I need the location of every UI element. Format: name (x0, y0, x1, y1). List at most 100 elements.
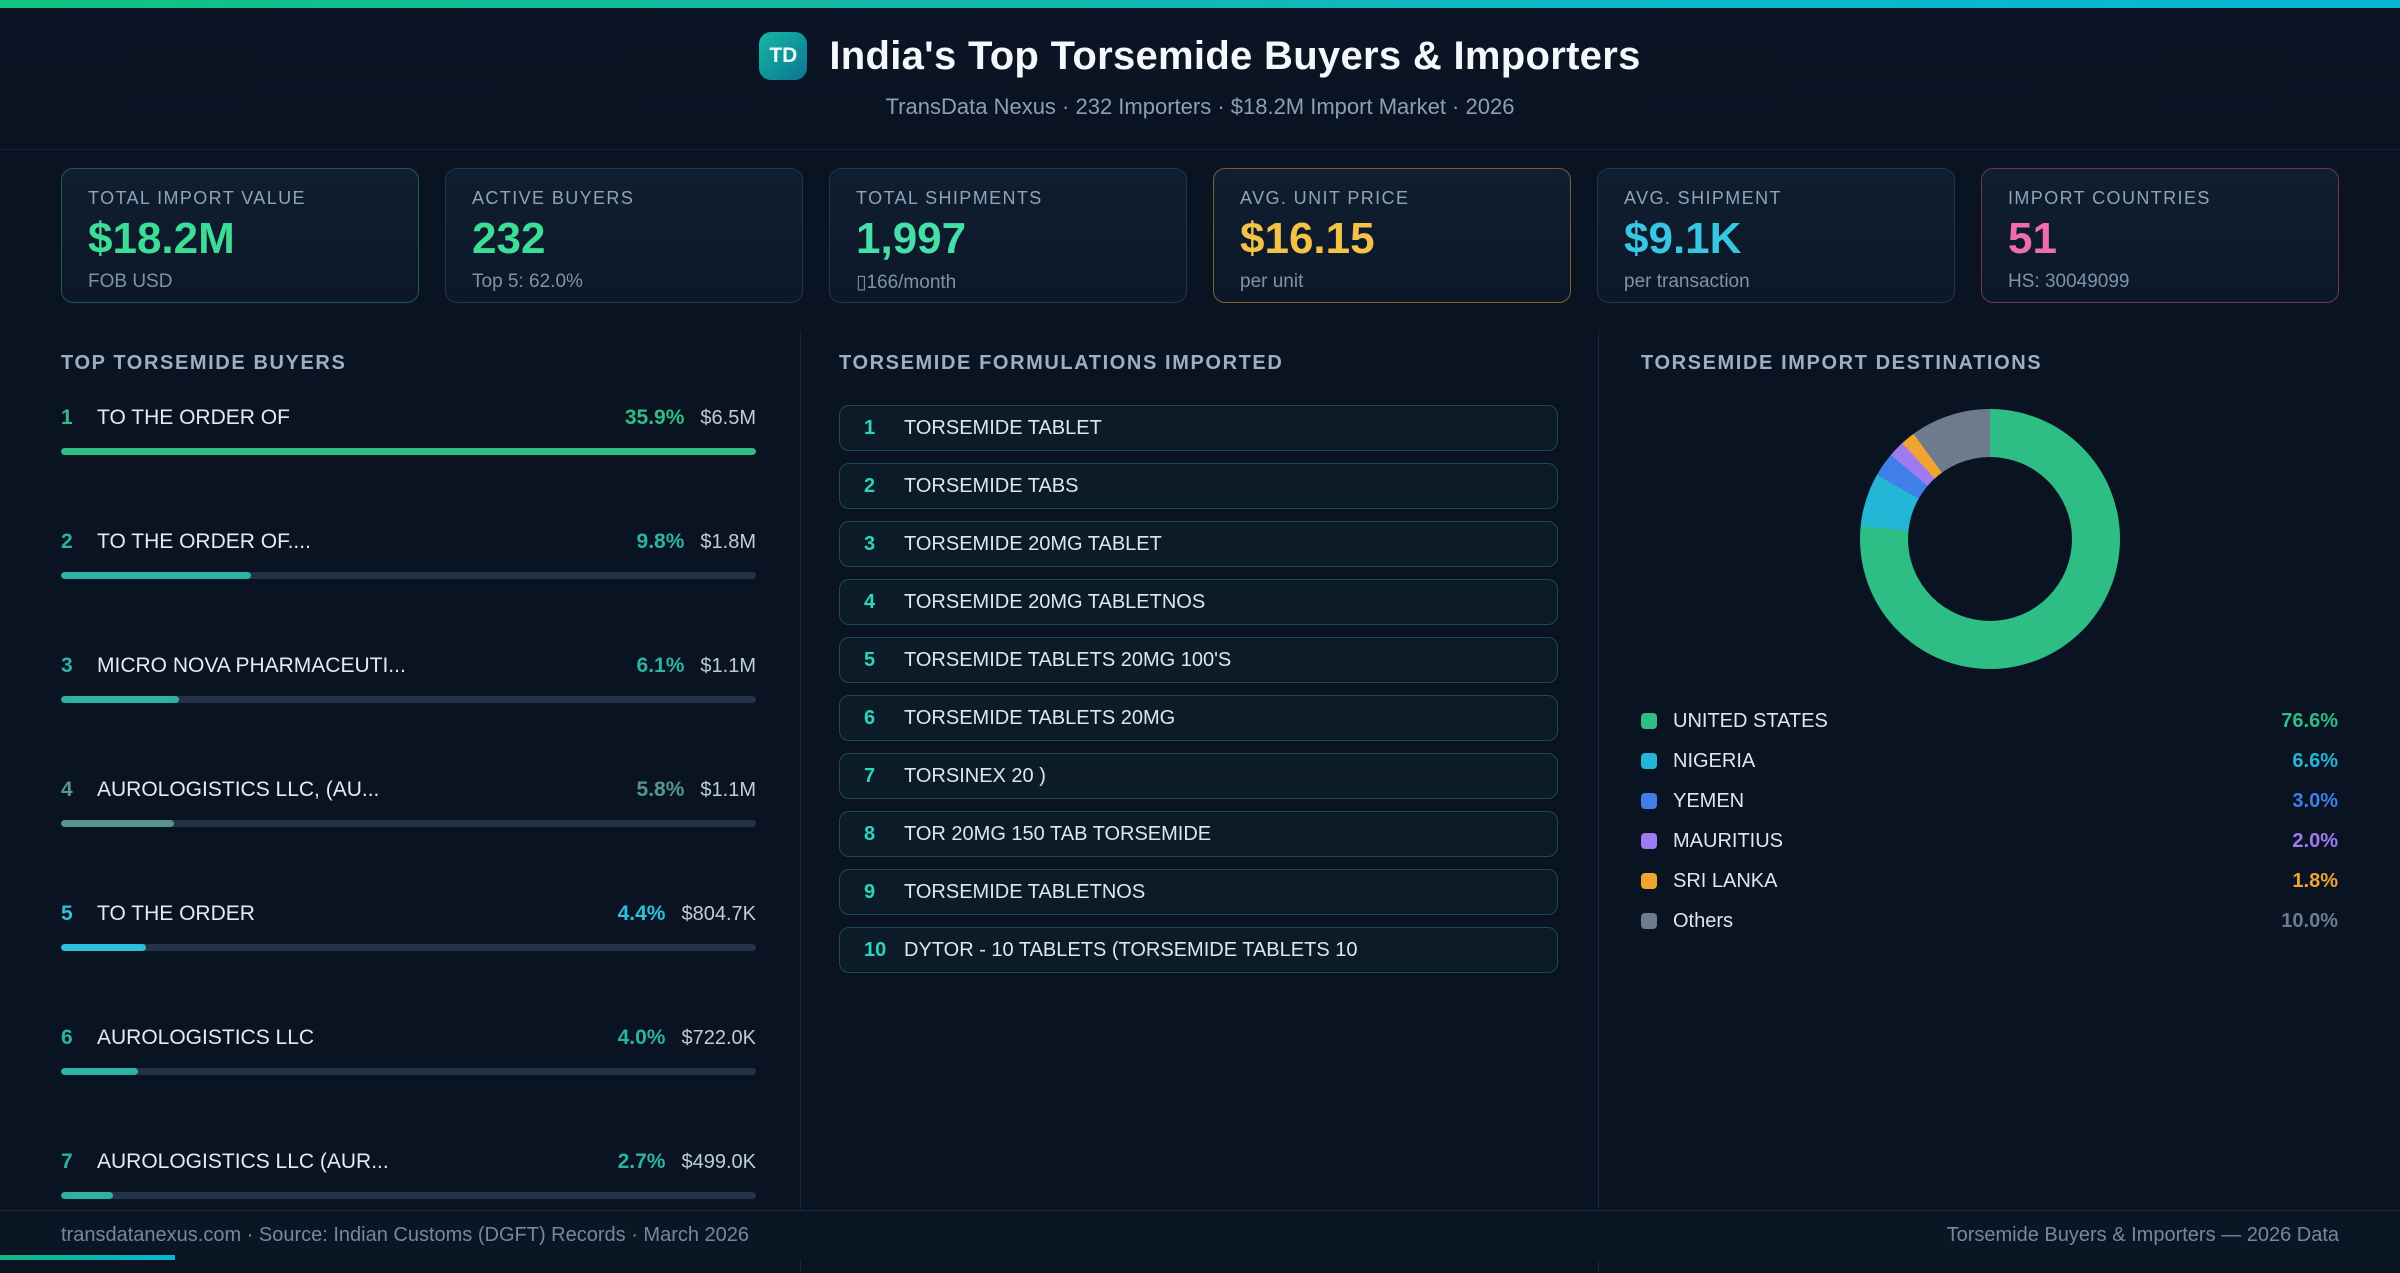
header-title-row: TD India's Top Torsemide Buyers & Import… (0, 8, 2400, 80)
buyer-bar-track (61, 944, 756, 951)
buyer-line: 1 TO THE ORDER OF 35.9% $6.5M (61, 405, 756, 431)
formulation-item: 9 TORSEMIDE TABLETNOS (839, 869, 1558, 915)
buyer-line: 4 AUROLOGISTICS LLC, (AU... 5.8% $1.1M (61, 777, 756, 803)
footer-report-text: Torsemide Buyers & Importers — 2026 Data (1946, 1224, 2339, 1246)
buyer-name: AUROLOGISTICS LLC, (AU... (97, 778, 380, 801)
formulation-item: 8 TOR 20MG 150 TAB TORSEMIDE (839, 811, 1558, 857)
legend-swatch (1641, 833, 1657, 849)
legend-swatch (1641, 753, 1657, 769)
buyer-rank: 1 (61, 406, 73, 429)
buyer-bar-track (61, 1192, 756, 1199)
buyer-bar-track (61, 572, 756, 579)
formulation-rank: 2 (864, 474, 876, 497)
formulation-name: TORSEMIDE TABLETS 20MG (904, 706, 1176, 729)
buyer-share-pct: 2.7% (617, 1150, 666, 1173)
formulation-item: 3 TORSEMIDE 20MG TABLET (839, 521, 1558, 567)
stat-sub: ▯166/month (856, 272, 957, 293)
formulation-rank: 4 (864, 590, 876, 613)
buyer-bar-fill (61, 1192, 114, 1199)
formulation-rank: 7 (864, 764, 876, 787)
buyer-share-pct: 35.9% (624, 406, 685, 429)
buyer-name: AUROLOGISTICS LLC (97, 1026, 315, 1049)
legend-row: Others 10.0% (1641, 901, 2338, 941)
footer-source-text: transdatanexus.com · Source: Indian Cust… (61, 1224, 750, 1246)
formulation-rank: 5 (864, 648, 876, 671)
stat-sub: FOB USD (88, 271, 173, 292)
legend-pct: 6.6% (2292, 749, 2338, 772)
donut-chart-wrap (1859, 409, 2120, 669)
stat-sub: per unit (1240, 271, 1304, 292)
buyer-name: TO THE ORDER OF (97, 406, 290, 429)
legend-swatch (1641, 913, 1657, 929)
formulation-rank: 3 (864, 532, 876, 555)
formulation-rank: 9 (864, 880, 876, 903)
legend-row: MAURITIUS 2.0% (1641, 821, 2338, 861)
legend-pct: 10.0% (2281, 909, 2338, 932)
buyer-value: $722.0K (681, 1027, 756, 1049)
formulation-name: DYTOR - 10 TABLETS (TORSEMIDE TABLETS 10 (904, 938, 1358, 961)
buyer-line: 2 TO THE ORDER OF.... 9.8% $1.8M (61, 529, 756, 555)
buyer-bar-fill (61, 820, 174, 827)
legend-pct: 76.6% (2281, 709, 2338, 732)
buyer-bar-fill (61, 696, 180, 703)
legend-row: UNITED STATES 76.6% (1641, 701, 2338, 741)
stat-label: TOTAL IMPORT VALUE (88, 188, 306, 208)
legend-pct: 3.0% (2292, 789, 2338, 812)
buyer-value: $804.7K (681, 903, 756, 925)
formulation-rank: 8 (864, 822, 876, 845)
legend-pct: 1.8% (2292, 869, 2338, 892)
buyer-bar-fill (61, 944, 147, 951)
legend-country-name: Others (1673, 909, 1734, 932)
stat-card-active-buyers: ACTIVE BUYERS 232 Top 5: 62.0% (445, 168, 803, 303)
stat-value: $16.15 (1240, 214, 1375, 263)
formulation-item: 6 TORSEMIDE TABLETS 20MG (839, 695, 1558, 741)
formulation-name: TOR 20MG 150 TAB TORSEMIDE (904, 822, 1212, 845)
header: TD India's Top Torsemide Buyers & Import… (0, 8, 2400, 150)
stat-value: 51 (2008, 214, 2057, 263)
logo-badge: TD (759, 32, 808, 80)
stat-card-total-shipments: TOTAL SHIPMENTS 1,997 ▯166/month (829, 168, 1187, 303)
stat-value: 232 (472, 214, 546, 263)
stat-sub: Top 5: 62.0% (472, 271, 583, 292)
buyer-row: 6 AUROLOGISTICS LLC 4.0% $722.0K (61, 1025, 756, 1075)
formulations-section: TORSEMIDE FORMULATIONS IMPORTED 1 TORSEMI… (800, 330, 1598, 1273)
buyer-bar-fill (61, 1068, 139, 1075)
formulation-item: 5 TORSEMIDE TABLETS 20MG 100'S (839, 637, 1558, 683)
formulation-item: 4 TORSEMIDE 20MG TABLETNOS (839, 579, 1558, 625)
stat-label: AVG. SHIPMENT (1624, 188, 1782, 208)
legend-swatch (1641, 793, 1657, 809)
formulation-name: TORSEMIDE 20MG TABLETNOS (904, 590, 1206, 613)
page-subtitle: TransData Nexus · 232 Importers · $18.2M… (885, 94, 1515, 119)
formulations-list: 1 TORSEMIDE TABLET 2 TORSEMIDE TABS 3 TORSEMI… (839, 405, 1558, 973)
stat-value: $9.1K (1624, 214, 1742, 263)
buyer-row: 5 TO THE ORDER 4.4% $804.7K (61, 901, 756, 951)
legend-row: NIGERIA 6.6% (1641, 741, 2338, 781)
legend-swatch (1641, 713, 1657, 729)
formulation-item: 1 TORSEMIDE TABLET (839, 405, 1558, 451)
buyer-line: 7 AUROLOGISTICS LLC (AUR... 2.7% $499.0K (61, 1149, 756, 1175)
buyers-section-title: TOP TORSEMIDE BUYERS (61, 352, 347, 374)
buyers-list: 1 TO THE ORDER OF 35.9% $6.5M 2 TO THE ORDER … (61, 405, 756, 1199)
destinations-legend: UNITED STATES 76.6% NIGERIA 6.6% YEMEN 3.0% MA… (1641, 701, 2338, 941)
formulation-rank: 6 (864, 706, 876, 729)
donut-hole (1907, 457, 2072, 621)
main-content: TOP TORSEMIDE BUYERS 1 TO THE ORDER OF 35.… (0, 330, 2400, 1273)
stat-label: ACTIVE BUYERS (472, 188, 635, 208)
stat-card-avg-shipment: AVG. SHIPMENT $9.1K per transaction (1597, 168, 1955, 303)
buyer-rank: 7 (61, 1150, 73, 1173)
buyer-name: MICRO NOVA PHARMACEUTI... (97, 654, 406, 677)
buyer-value: $1.8M (700, 531, 756, 553)
buyer-line: 3 MICRO NOVA PHARMACEUTI... 6.1% $1.1M (61, 653, 756, 679)
stat-label: AVG. UNIT PRICE (1240, 188, 1410, 208)
buyer-bar-fill (61, 448, 756, 455)
footer: transdatanexus.com · Source: Indian Cust… (0, 1210, 2400, 1260)
buyer-share-pct: 4.4% (617, 902, 666, 925)
buyer-value: $1.1M (700, 779, 756, 801)
stat-label: TOTAL SHIPMENTS (856, 188, 1043, 208)
formulation-name: TORSEMIDE TABLETS 20MG 100'S (904, 648, 1232, 671)
buyer-rank: 3 (61, 654, 73, 677)
buyer-name: AUROLOGISTICS LLC (AUR... (97, 1150, 389, 1173)
buyer-row: 4 AUROLOGISTICS LLC, (AU... 5.8% $1.1M (61, 777, 756, 827)
stat-card-import-countries: IMPORT COUNTRIES 51 HS: 30049099 (1981, 168, 2339, 303)
formulations-section-title: TORSEMIDE FORMULATIONS IMPORTED (839, 352, 1284, 374)
